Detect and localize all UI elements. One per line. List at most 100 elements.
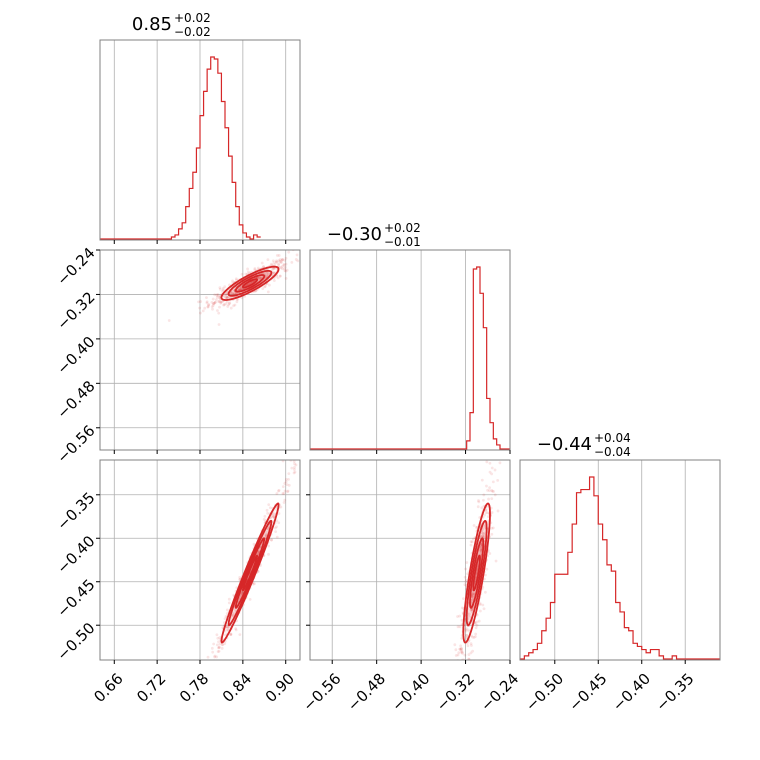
scatter-point (275, 525, 278, 529)
scatter-point (207, 303, 210, 307)
scatter-point (286, 489, 290, 493)
scatter-point (217, 311, 221, 315)
scatter-point (490, 532, 494, 536)
scatter-point (479, 609, 482, 613)
scatter-point (472, 636, 476, 639)
panel-frame (519, 459, 721, 661)
scatter-point (485, 484, 488, 488)
scatter-point (277, 521, 281, 525)
scatter-point (257, 550, 261, 554)
scatter-point (273, 512, 276, 516)
scatter-point (279, 505, 283, 509)
scatter-point (275, 254, 279, 257)
scatter-point (253, 582, 256, 586)
scatter-point (240, 272, 244, 276)
scatter-point (469, 543, 473, 547)
scatter-point (493, 468, 497, 472)
scatter-point (215, 293, 219, 297)
scatter-point (463, 575, 467, 579)
scatter-point (280, 265, 284, 268)
scatter-point (458, 667, 461, 670)
scatter-point (263, 284, 267, 288)
x-tick-label: −0.40 (609, 670, 654, 715)
scatter-point (223, 295, 227, 299)
scatter-point (277, 489, 280, 493)
scatter-point (284, 276, 288, 280)
scatter-point (277, 263, 281, 267)
scatter-point (283, 489, 287, 493)
scatter-point (210, 673, 213, 676)
scatter-point (491, 480, 495, 484)
scatter-point (219, 301, 223, 305)
scatter-point (276, 276, 280, 280)
scatter-point (294, 258, 298, 261)
scatter-points (200, 460, 298, 701)
panel-title-plus: +0.04 (594, 431, 631, 445)
scatter-point (239, 285, 243, 289)
scatter-point (284, 262, 288, 266)
scatter-point (474, 626, 478, 630)
y-tick-label: −0.35 (53, 489, 98, 534)
scatter-point (292, 460, 296, 463)
scatter-point (216, 650, 220, 653)
scatter-point (464, 578, 468, 582)
scatter-point (234, 277, 238, 281)
scatter-point (465, 634, 469, 637)
contour-level (241, 554, 259, 592)
scatter-point (277, 262, 280, 266)
scatter-point (198, 306, 202, 310)
scatter-point (221, 286, 225, 290)
panel-title-plus: +0.02 (384, 221, 421, 235)
contour-level (241, 278, 259, 289)
scatter-point (228, 283, 231, 287)
scatter-point (460, 606, 464, 610)
scatter-point (456, 717, 459, 720)
scatter-point (240, 296, 244, 300)
scatter-point (271, 271, 275, 275)
scatter-point (215, 655, 219, 659)
scatter-point (470, 592, 474, 595)
scatter-point (459, 669, 462, 672)
scatter-point (470, 634, 473, 638)
contour-level (234, 274, 266, 293)
scatter-point (282, 492, 286, 495)
scatter-point (275, 260, 278, 264)
scatter-point (468, 665, 471, 668)
scatter-point (472, 592, 476, 595)
panel-title-median: 0.85 (132, 14, 172, 35)
scatter-point (459, 706, 462, 709)
scatter-point (456, 625, 460, 629)
hist-panel-1: −0.30 +0.02−0.01 (309, 221, 511, 454)
scatter-point (284, 478, 288, 481)
scatter-point (258, 276, 262, 279)
scatter-point (481, 527, 485, 531)
scatter-point (269, 262, 273, 266)
scatter-point (293, 465, 296, 469)
scatter-point (225, 295, 229, 299)
scatter-point (211, 307, 214, 311)
scatter-point (212, 302, 215, 306)
scatter-point (281, 258, 284, 261)
scatter-point (214, 662, 217, 665)
scatter-point (228, 301, 232, 305)
x-tick-label: 0.90 (262, 670, 298, 706)
contour-level (462, 502, 491, 644)
scatter-point (266, 258, 270, 262)
scatter-point (206, 305, 210, 309)
scatter-point (484, 573, 487, 577)
scatter-point (284, 480, 288, 484)
scatter-point (477, 500, 481, 504)
hist-series (100, 56, 261, 240)
scatter-point (200, 698, 203, 701)
scatter-point (471, 649, 475, 653)
scatter-point (217, 296, 221, 299)
scatter-point (231, 292, 234, 296)
scatter-point (278, 274, 282, 278)
scatter-point (483, 513, 487, 517)
scatter-point (475, 526, 478, 529)
scatter-point (469, 642, 473, 646)
scatter-point (214, 298, 218, 302)
scatter-point (293, 462, 296, 466)
contour-level (227, 269, 273, 297)
scatter-point (272, 515, 276, 519)
